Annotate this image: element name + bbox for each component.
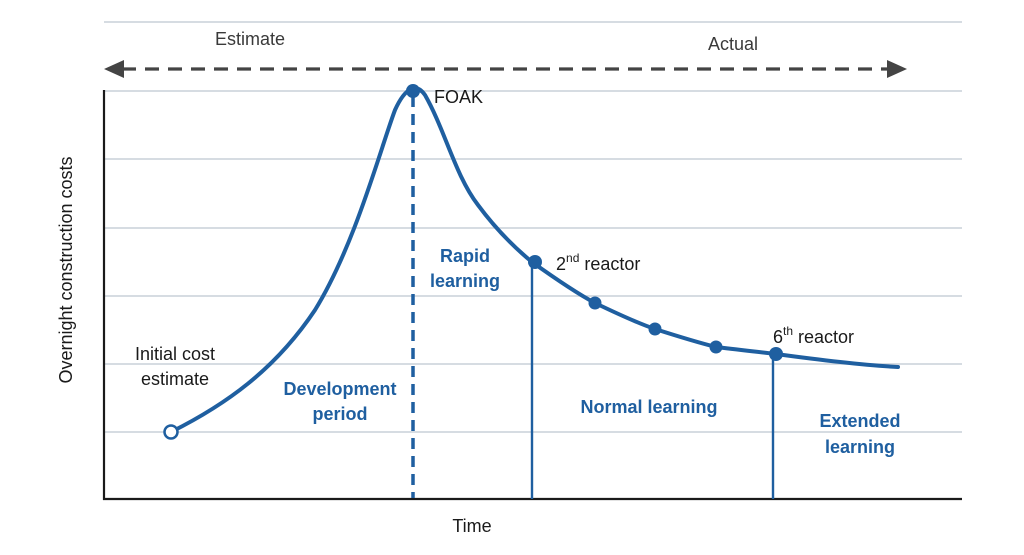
fifth-reactor-marker — [709, 340, 723, 354]
estimate-actual-arrow — [104, 60, 907, 78]
sixth-reactor-marker — [769, 347, 783, 361]
second-reactor-label: 2nd reactor — [556, 251, 640, 274]
initial-estimate-label-2: estimate — [141, 369, 209, 389]
rapid-learning-label-2: learning — [430, 271, 500, 291]
extended-learning-label-2: learning — [825, 437, 895, 457]
estimate-label: Estimate — [215, 29, 285, 49]
second-reactor-word: reactor — [579, 254, 640, 274]
sixth-reactor-label: 6th reactor — [773, 324, 854, 347]
normal-learning-label: Normal learning — [580, 397, 717, 417]
right-arrowhead-icon — [887, 60, 907, 78]
sixth-reactor-number: 6 — [773, 327, 783, 347]
x-axis-label: Time — [452, 516, 491, 536]
sixth-reactor-word: reactor — [793, 327, 854, 347]
initial-estimate-marker — [163, 424, 179, 440]
third-reactor-marker — [588, 296, 602, 310]
initial-estimate-label-1: Initial cost — [135, 344, 215, 364]
y-axis-label: Overnight construction costs — [56, 156, 76, 383]
cost-curve — [169, 86, 900, 434]
actual-label: Actual — [708, 34, 758, 54]
development-period-label-1: Development — [283, 379, 396, 399]
second-reactor-number: 2 — [556, 254, 566, 274]
foak-label: FOAK — [434, 87, 483, 107]
fourth-reactor-marker — [648, 322, 662, 336]
rapid-learning-label-1: Rapid — [440, 246, 490, 266]
second-reactor-suffix: nd — [566, 251, 579, 265]
development-period-label-2: period — [312, 404, 367, 424]
sixth-reactor-suffix: th — [783, 324, 793, 338]
second-reactor-marker — [528, 255, 542, 269]
left-arrowhead-icon — [104, 60, 124, 78]
extended-learning-label-1: Extended — [819, 411, 900, 431]
foak-marker — [406, 84, 420, 98]
